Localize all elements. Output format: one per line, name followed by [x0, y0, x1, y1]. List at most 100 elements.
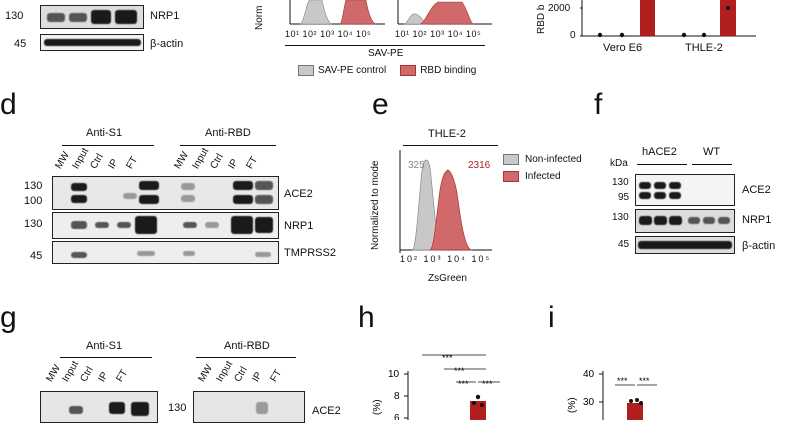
d-mw-45: 45: [30, 250, 43, 262]
panel-letter-e: e: [372, 88, 389, 121]
category-vero: Vero E6: [603, 42, 643, 54]
d-lane-mw-2: MW: [172, 150, 191, 171]
category-thle2: THLE-2: [685, 42, 723, 54]
g-lane-input-2: Input: [214, 359, 236, 384]
g-mw-130: 130: [168, 402, 187, 414]
g-lane-ctrl-1: Ctrl: [78, 365, 96, 384]
h-sig-4: ***: [482, 379, 493, 389]
g-lane-ft-1: FT: [114, 367, 131, 384]
d-label-nrp1: NRP1: [284, 220, 314, 232]
f-label-ace2: ACE2: [742, 184, 771, 196]
label-actin-top: β-actin: [150, 38, 184, 50]
e-mfi-infected: 2316: [468, 160, 491, 171]
f-label-nrp1: NRP1: [742, 214, 772, 226]
mw-45-top: 45: [14, 38, 27, 50]
d-lane-mw-1: MW: [53, 150, 72, 171]
legend-swatch-infected: [503, 171, 519, 182]
tick: 10²: [302, 29, 318, 39]
f-group-hace2: hACE2: [642, 146, 677, 158]
legend-swatch-rbd: [400, 65, 417, 76]
d-group-anti-s1: Anti-S1: [86, 127, 123, 139]
legend-swatch-control: [298, 65, 314, 76]
top-right-ylabel: RBD b: [536, 4, 547, 34]
ytick-0: 0: [570, 30, 576, 41]
nrp1-blot-top: [40, 5, 144, 29]
d-lane-ctrl-1: Ctrl: [88, 152, 106, 171]
d-mw-130: 130: [24, 180, 43, 192]
g-label-ace2: ACE2: [312, 405, 341, 417]
g-group-anti-s1: Anti-S1: [86, 340, 123, 352]
f-ace2-blot: [635, 174, 735, 206]
d-label-ace2: ACE2: [284, 188, 313, 200]
d-ace2-blot: [52, 176, 279, 210]
g-blot-s1: [40, 391, 158, 423]
d-tmprss2-blot: [52, 241, 279, 264]
tick: 10⁴: [447, 29, 463, 39]
tick: 10⁵: [466, 29, 482, 39]
panel-letter-f: f: [594, 88, 603, 121]
d-lane-ip-2: IP: [226, 157, 241, 171]
e-histogram: 325 2316: [399, 150, 492, 253]
legend-swatch-noninfected: [503, 154, 519, 165]
i-ytick-40: 40: [583, 369, 595, 380]
h-sig-1: ***: [442, 353, 453, 363]
panel-letter-h: h: [358, 301, 375, 334]
tick: 10⁴: [337, 29, 353, 39]
h-chart: *** *** *** *** 10 8 6 (%): [372, 353, 500, 420]
d-nrp1-blot: [52, 212, 279, 239]
top-mid-xlabel: SAV-PE: [368, 48, 404, 59]
top-right-bars: [580, 0, 756, 38]
tick: 10¹: [395, 29, 410, 39]
legend-infected-label: Infected: [525, 171, 561, 182]
i-ytick-30: 30: [583, 397, 595, 408]
d-label-tmprss2: TMPRSS2: [284, 247, 336, 259]
top-mid-ticks-b: 10¹ 10² 10³ 10⁴ 10⁵: [395, 29, 481, 39]
panel-letter-g: g: [0, 301, 17, 334]
d-lane-ctrl-2: Ctrl: [208, 152, 226, 171]
d-lane-input-1: Input: [70, 146, 92, 171]
top-mid-ticks-a: 10¹ 10² 10³ 10⁴ 10⁵: [285, 29, 371, 39]
f-actin-blot: [635, 236, 735, 254]
panel-letter-d: d: [0, 88, 17, 121]
f-nrp1-blot: [635, 209, 735, 233]
top-mid-legend: SAV-PE control RBD binding: [298, 65, 476, 76]
g-lane-mw-2: MW: [196, 363, 215, 384]
d-lane-ip-1: IP: [106, 157, 121, 171]
g-lane-ft-2: FT: [268, 367, 285, 384]
f-kda: kDa: [610, 158, 628, 169]
i-chart: *** *** 40 30 (%): [567, 369, 657, 420]
i-sig-2: ***: [639, 376, 650, 386]
i-sig-1: ***: [617, 376, 628, 386]
tick: 10³: [430, 29, 445, 39]
d-mw-100: 100: [24, 195, 43, 207]
top-mid-ylabel: Norm: [254, 5, 265, 30]
label-nrp1-top: NRP1: [150, 10, 180, 22]
tick: 10¹: [285, 29, 300, 39]
f-mw-95: 95: [618, 192, 630, 203]
f-mw-130-nrp1: 130: [612, 212, 629, 223]
actin-blot-top: [40, 34, 144, 51]
g-group-anti-rbd: Anti-RBD: [224, 340, 270, 352]
d-lane-input-2: Input: [190, 146, 212, 171]
mw-130-top: 130: [5, 10, 24, 22]
e-xlabel: ZsGreen: [428, 273, 467, 284]
panel-letter-i: i: [548, 301, 555, 334]
g-lane-ip-1: IP: [96, 370, 111, 384]
f-group-wt: WT: [703, 146, 721, 158]
g-lane-input-1: Input: [60, 359, 82, 384]
legend-noninfected-label: Non-infected: [525, 154, 582, 165]
tick: 10²: [400, 254, 420, 264]
d-lane-ft-2: FT: [244, 154, 261, 171]
e-title: THLE-2: [428, 128, 466, 140]
h-ytick-8: 8: [394, 391, 400, 402]
d-lane-ft-1: FT: [124, 154, 141, 171]
h-ytick-10: 10: [388, 369, 400, 380]
tick: 10²: [412, 29, 428, 39]
e-legend: Non-infected Infected: [503, 154, 582, 182]
tick: 10⁵: [356, 29, 372, 39]
h-sig-3: ***: [458, 379, 469, 389]
tick: 10³: [423, 254, 443, 264]
d-group-anti-rbd: Anti-RBD: [205, 127, 251, 139]
tick: 10⁴: [447, 254, 467, 264]
g-lane-mw-1: MW: [44, 363, 63, 384]
